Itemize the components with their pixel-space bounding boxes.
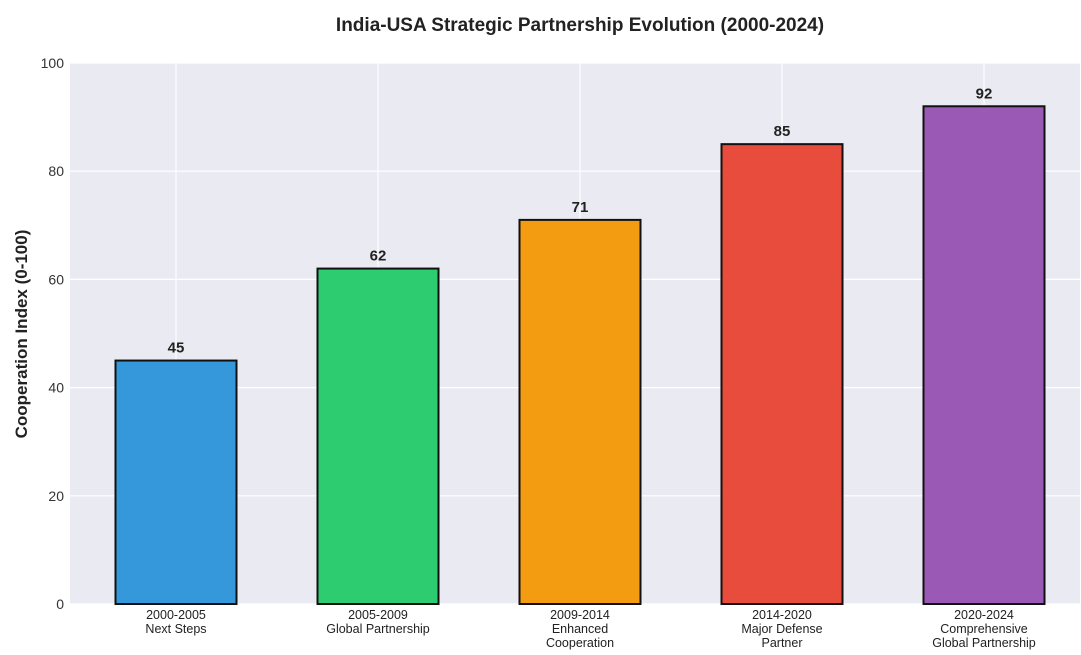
- y-axis-label: Cooperation Index (0-100): [12, 230, 31, 439]
- value-labels: 45 62 71 85 92: [168, 85, 993, 356]
- x-tick-label: Next Steps: [145, 622, 206, 636]
- x-tick-label: Partner: [762, 636, 803, 650]
- chart-title: India-USA Strategic Partnership Evolutio…: [336, 15, 824, 36]
- value-label: 85: [774, 123, 791, 140]
- x-tick-label: 2009-2014: [550, 608, 610, 622]
- bar-4: [720, 143, 844, 605]
- value-label: 92: [976, 85, 993, 102]
- x-tick-label: Cooperation: [546, 636, 614, 650]
- y-tick-label: 40: [48, 380, 64, 396]
- x-tick-label: Enhanced: [552, 622, 608, 636]
- x-tick-label: Global Partnership: [932, 636, 1036, 650]
- x-tick-label: 2014-2020: [752, 608, 812, 622]
- bar-5: [922, 105, 1046, 605]
- bar-1: [114, 359, 238, 605]
- y-tick-label: 80: [48, 163, 64, 179]
- value-label: 45: [168, 340, 185, 357]
- x-tick-label: Comprehensive: [940, 622, 1028, 636]
- x-tick-label: Major Defense: [741, 622, 822, 636]
- y-tick-label: 20: [48, 488, 64, 504]
- x-tick-label: Global Partnership: [326, 622, 430, 636]
- x-tick-label: 2000-2005: [146, 608, 206, 622]
- y-tick-label: 100: [41, 55, 65, 71]
- bar-3: [518, 218, 642, 605]
- y-tick-label: 0: [56, 596, 64, 612]
- value-label: 71: [572, 199, 589, 216]
- bars: [114, 105, 1046, 605]
- value-label: 62: [370, 248, 387, 265]
- y-tick-label: 60: [48, 271, 64, 287]
- x-tick-label: 2005-2009: [348, 608, 408, 622]
- x-tick-label: 2020-2024: [954, 608, 1014, 622]
- y-tick-labels: 0 20 40 60 80 100: [41, 55, 65, 612]
- bar-2: [316, 267, 440, 605]
